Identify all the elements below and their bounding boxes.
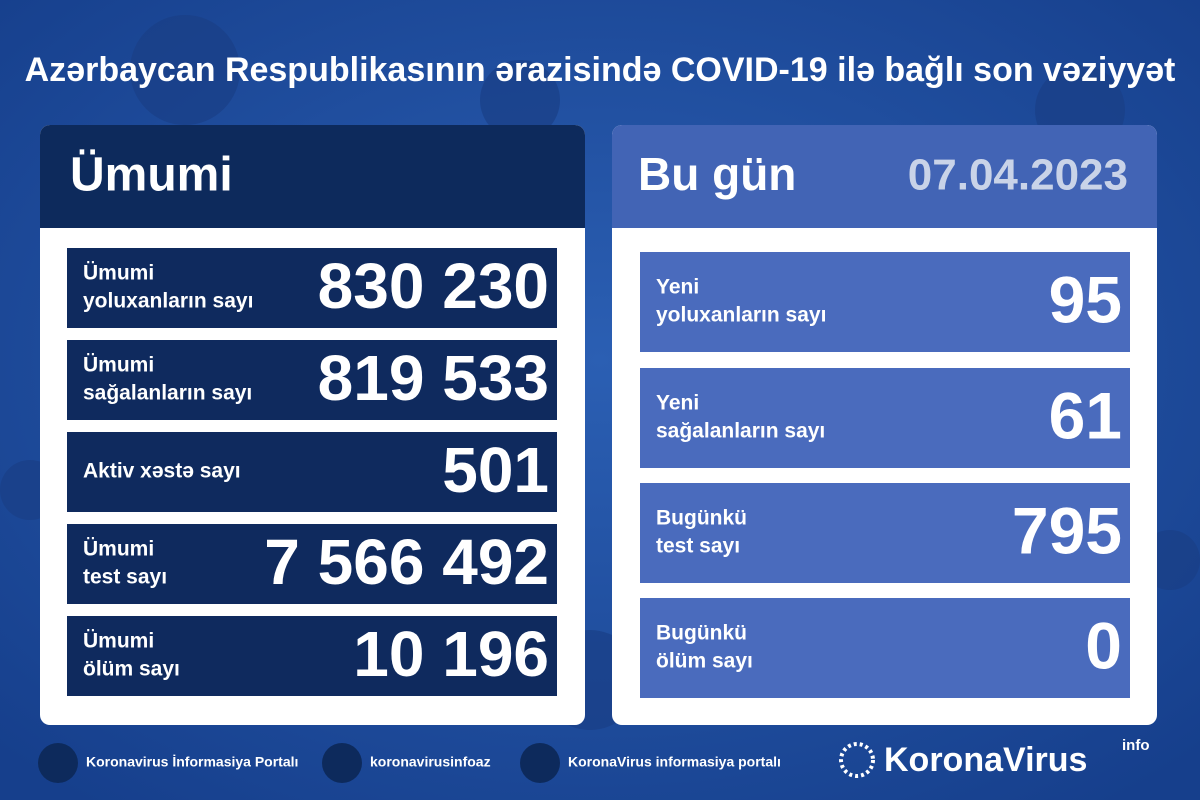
footer-link[interactable]: Koronavirus İnformasiya Portalı xyxy=(86,754,298,770)
row-value: 0 xyxy=(1085,608,1122,682)
row-value: 7 566 492 xyxy=(264,526,549,598)
row-value: 830 230 xyxy=(318,250,549,322)
row-label: Ümumi xyxy=(83,538,154,561)
instagram-icon xyxy=(322,743,362,783)
row-label: Aktiv xəstə sayı xyxy=(83,460,241,483)
stat-row xyxy=(67,340,557,420)
stat-row xyxy=(640,252,1130,352)
row-label: Bugünkü xyxy=(656,622,747,645)
total-header xyxy=(40,125,585,228)
stat-row xyxy=(640,598,1130,698)
row-label: Ümumi xyxy=(83,630,154,653)
footer-link[interactable]: koronavirusinfoaz xyxy=(370,754,491,770)
logo-sup: info xyxy=(1122,737,1150,754)
row-label: ölüm sayı xyxy=(83,658,180,681)
row-label: Ümumi xyxy=(83,262,154,285)
stat-row xyxy=(640,368,1130,468)
facebook-icon xyxy=(38,743,78,783)
total-heading: Ümumi xyxy=(70,149,233,202)
row-label: Yeni xyxy=(656,276,699,299)
row-value: 795 xyxy=(1012,493,1122,567)
row-label: Ümumi xyxy=(83,354,154,377)
logo: KoronaVirus xyxy=(884,741,1087,779)
stat-row xyxy=(67,248,557,328)
row-value: 95 xyxy=(1049,262,1122,336)
title: Azərbaycan Respublikasının ərazisində CO… xyxy=(25,51,1176,89)
row-value: 501 xyxy=(442,434,549,506)
footer: Koronavirus İnformasiya Portalı koronavi… xyxy=(38,737,1150,783)
today-heading: Bu gün xyxy=(638,148,796,200)
row-label: test sayı xyxy=(656,535,740,558)
date: 07.04.2023 xyxy=(908,151,1128,200)
stat-row xyxy=(67,524,557,604)
row-value: 10 196 xyxy=(353,618,549,690)
row-label: sağalanların sayı xyxy=(83,382,252,405)
stat-row xyxy=(640,483,1130,583)
row-label: Bugünkü xyxy=(656,507,747,530)
row-label: ölüm sayı xyxy=(656,650,753,673)
row-label: yoluxanların sayı xyxy=(656,304,826,327)
row-value: 61 xyxy=(1049,378,1122,452)
footer-link[interactable]: KoronaVirus informasiya portalı xyxy=(568,754,781,770)
stat-row xyxy=(67,616,557,696)
row-label: test sayı xyxy=(83,566,167,589)
youtube-icon xyxy=(520,743,560,783)
row-label: sağalanların sayı xyxy=(656,420,825,443)
today-header xyxy=(612,125,1157,228)
row-label: yoluxanların sayı xyxy=(83,290,253,313)
row-value: 819 533 xyxy=(318,342,549,414)
stat-row xyxy=(67,432,557,512)
row-label: Yeni xyxy=(656,392,699,415)
logo-icon xyxy=(839,742,875,778)
